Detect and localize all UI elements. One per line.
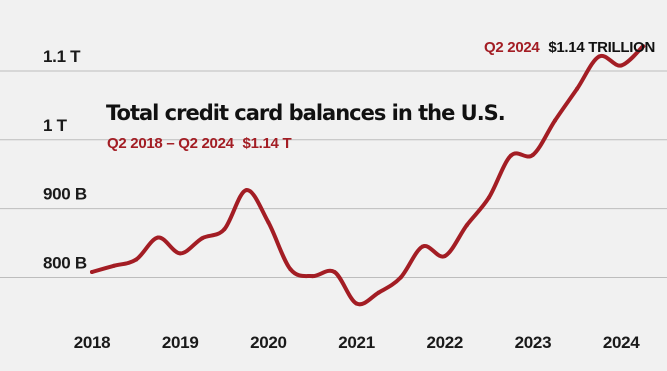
data-point xyxy=(641,44,646,49)
data-point xyxy=(575,86,579,91)
data-point xyxy=(398,275,403,280)
data-point xyxy=(156,235,161,240)
data-point xyxy=(200,236,205,241)
series-line-0 xyxy=(90,44,646,307)
x-tick-label: 2020 xyxy=(250,333,287,352)
data-point xyxy=(597,54,602,59)
series-layer xyxy=(90,44,646,307)
data-point xyxy=(266,220,271,225)
y-axis-ticks: 800 B 900 B 1 T 1.1 T xyxy=(43,47,87,272)
y-tick-label: 1 T xyxy=(43,116,68,135)
x-tick-label: 2019 xyxy=(162,333,199,352)
latest-value-annotation: Q2 2024 $1.14 TRILLION xyxy=(484,39,655,56)
data-point xyxy=(288,267,293,272)
subtitle-value: $1.14 T xyxy=(243,135,292,152)
data-point xyxy=(619,63,624,68)
data-point xyxy=(530,152,535,157)
gridlines xyxy=(0,70,667,278)
subtitle-range: Q2 2018 – Q2 2024 xyxy=(107,135,235,152)
data-point xyxy=(222,227,227,232)
data-point xyxy=(90,270,94,274)
data-point xyxy=(553,118,557,123)
data-point xyxy=(486,195,491,200)
annotation-period: Q2 2024 xyxy=(484,39,540,56)
x-tick-label: 2024 xyxy=(603,333,640,352)
data-point xyxy=(354,301,359,306)
x-tick-label: 2021 xyxy=(338,333,375,352)
data-point xyxy=(442,254,447,259)
annotation-value: $1.14 TRILLION xyxy=(548,39,655,56)
x-tick-label: 2023 xyxy=(515,333,552,352)
x-tick-label: 2018 xyxy=(74,333,111,352)
data-point xyxy=(112,263,116,268)
x-tick-label: 2022 xyxy=(426,333,463,352)
data-point xyxy=(508,153,513,158)
data-point xyxy=(134,257,139,262)
y-tick-label: 800 B xyxy=(43,253,87,272)
data-point xyxy=(464,223,469,228)
data-point xyxy=(310,274,315,279)
y-tick-label: 900 B xyxy=(43,185,87,204)
y-tick-label: 1.1 T xyxy=(43,47,81,66)
x-axis-ticks: 2018 2019 2020 2021 2022 2023 2024 xyxy=(74,333,641,352)
chart-subtitle: Q2 2018 – Q2 2024 $1.14 T xyxy=(107,135,291,152)
chart-title: Total credit card balances in the U.S. xyxy=(106,101,505,125)
data-point xyxy=(376,290,381,295)
data-point xyxy=(178,251,183,256)
data-point xyxy=(244,188,249,193)
data-point xyxy=(332,270,337,274)
data-point xyxy=(420,244,425,249)
